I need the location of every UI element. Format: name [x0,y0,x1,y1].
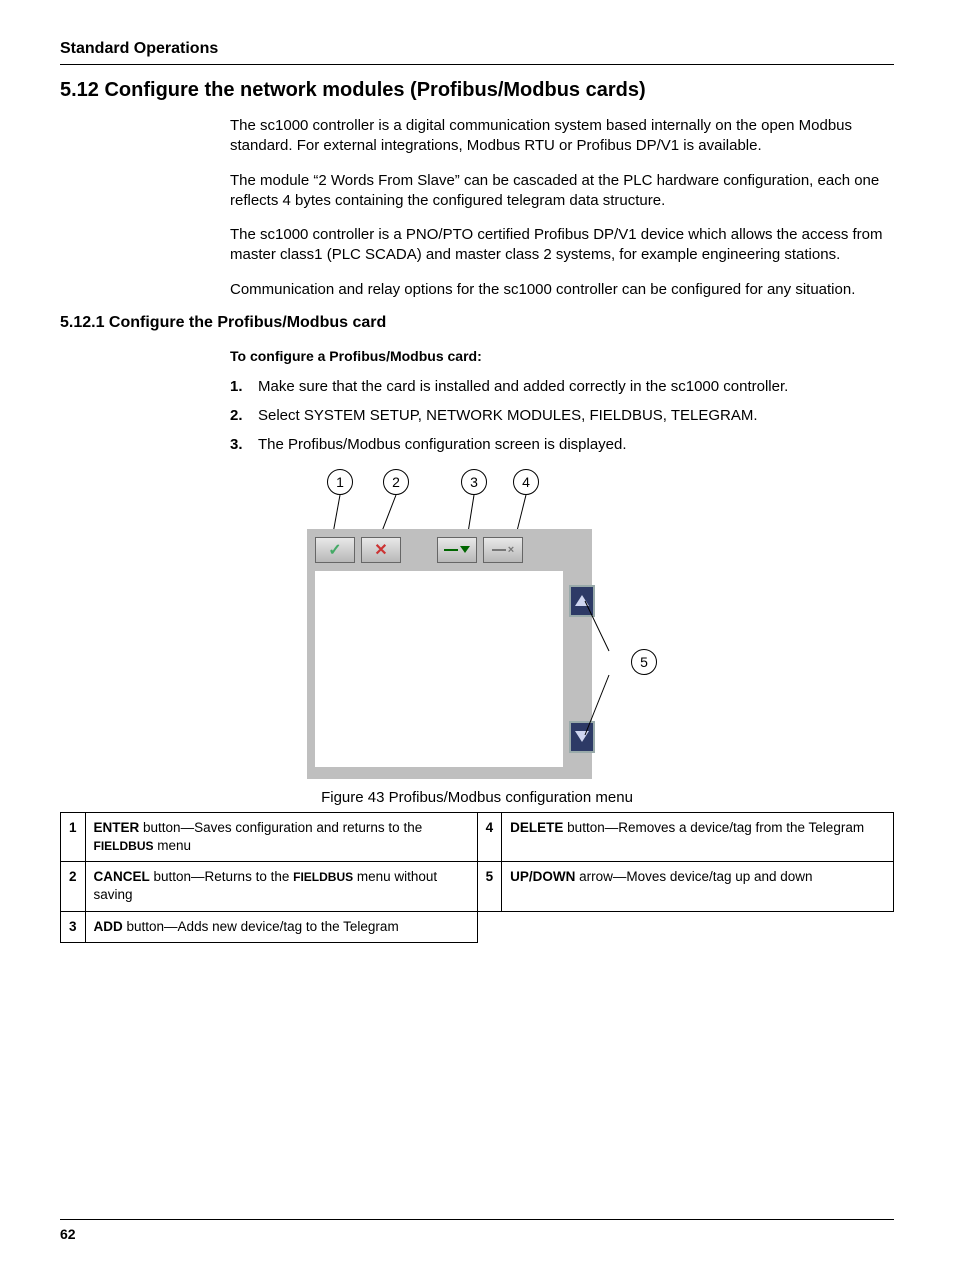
steps-list: 1.Make sure that the card is installed a… [230,378,894,453]
legend-num-1: 1 [61,812,86,861]
step-1-text: Make sure that the card is installed and… [258,378,788,395]
cancel-button[interactable]: ✕ [361,537,401,563]
para-2: The module “2 Words From Slave” can be c… [230,171,894,212]
callout-3: 3 [461,469,487,495]
delete-icon: × [492,544,514,556]
table-row: 3 ADD button—Adds new device/tag to the … [61,911,894,942]
legend-desc-3: ADD button—Adds new device/tag to the Te… [85,911,477,942]
subsection-title: 5.12.1 Configure the Profibus/Modbus car… [60,314,894,332]
steps-block: To configure a Profibus/Modbus card: 1.M… [230,348,894,453]
figure-43: 1 2 3 4 ✓ ✕ × 5 [297,469,657,779]
legend-desc-4: DELETE button—Removes a device/tag from … [502,812,894,861]
add-icon [444,546,470,553]
page-header: Standard Operations [60,40,894,65]
x-icon: ✕ [374,540,387,560]
up-arrow-button[interactable] [569,585,595,617]
callout-1: 1 [327,469,353,495]
config-screen: ✓ ✕ × 5 [307,529,592,779]
toolbar: ✓ ✕ × [315,537,584,563]
legend-num-5: 5 [477,862,502,911]
config-intro-label: To configure a Profibus/Modbus card: [230,348,894,364]
para-4: Communication and relay options for the … [230,280,894,300]
legend-num-4: 4 [477,812,502,861]
down-arrow-button[interactable] [569,721,595,753]
telegram-list-area [315,571,563,767]
step-2: 2.Select SYSTEM SETUP, NETWORK MODULES, … [230,407,894,424]
figure-caption: Figure 43 Profibus/Modbus configuration … [60,789,894,806]
legend-empty-num [477,911,502,942]
delete-button[interactable]: × [483,537,523,563]
arrow-down-icon [575,731,589,742]
legend-num-2: 2 [61,862,86,911]
step-2-text: Select SYSTEM SETUP, NETWORK MODULES, FI… [258,407,758,424]
legend-num-3: 3 [61,911,86,942]
callout-row: 1 2 3 4 [297,469,657,529]
legend-empty-desc [502,911,894,942]
legend-desc-5: UP/DOWN arrow—Moves device/tag up and do… [502,862,894,911]
page-number: 62 [60,1226,76,1242]
callout-2: 2 [383,469,409,495]
enter-button[interactable]: ✓ [315,537,355,563]
intro-block: The sc1000 controller is a digital commu… [230,116,894,300]
step-1: 1.Make sure that the card is installed a… [230,378,894,395]
legend-desc-1: ENTER button—Saves configuration and ret… [85,812,477,861]
table-row: 1 ENTER button—Saves configuration and r… [61,812,894,861]
callout-5: 5 [631,649,657,675]
para-3: The sc1000 controller is a PNO/PTO certi… [230,225,894,266]
add-button[interactable] [437,537,477,563]
arrow-up-icon [575,595,589,606]
step-3-text: The Profibus/Modbus configuration screen… [258,436,627,453]
callout-5-wrap: 5 [631,649,657,675]
footer-rule [60,1219,894,1220]
check-icon: ✓ [328,540,341,560]
legend-desc-2: CANCEL button—Returns to the FIELDBUS me… [85,862,477,911]
callout-4: 4 [513,469,539,495]
table-row: 2 CANCEL button—Returns to the FIELDBUS … [61,862,894,911]
figure-legend-table: 1 ENTER button—Saves configuration and r… [60,812,894,943]
step-3: 3.The Profibus/Modbus configuration scre… [230,436,894,453]
para-1: The sc1000 controller is a digital commu… [230,116,894,157]
section-title: 5.12 Configure the network modules (Prof… [60,79,894,102]
